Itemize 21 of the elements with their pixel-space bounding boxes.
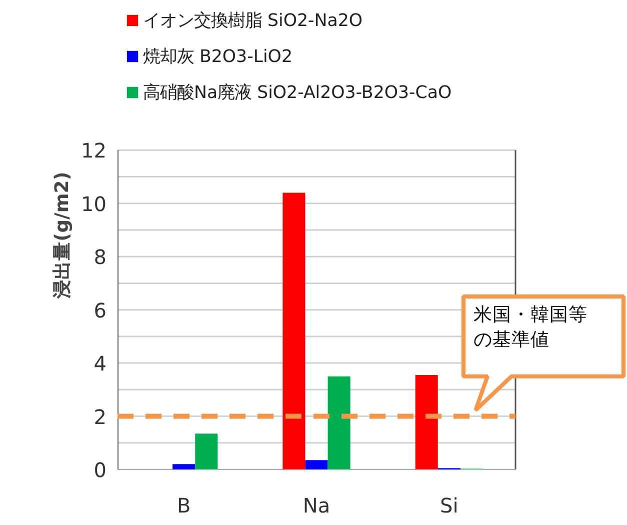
y-tick-label: 10 bbox=[81, 192, 107, 216]
bar bbox=[328, 376, 350, 470]
x-tick-label: Na bbox=[302, 494, 330, 518]
legend-label: 焼却灰 B2O3-LiO2 bbox=[143, 46, 292, 68]
annotation: 米国・韓国等の基準値 bbox=[474, 304, 588, 351]
legend-label: 高硝酸Na廃液 SiO2-Al2O3-B2O3-CaO bbox=[143, 82, 452, 104]
y-tick-label: 2 bbox=[94, 404, 107, 429]
y-axis-title: 浸出量(g/m2) bbox=[51, 172, 74, 300]
bar bbox=[305, 460, 328, 470]
bar bbox=[415, 375, 438, 470]
legend-label: イオン交換樹脂 SiO2-Na2O bbox=[143, 10, 362, 32]
x-tick-label: B bbox=[176, 494, 191, 518]
x-tick-label: Si bbox=[440, 494, 458, 518]
y-tick-label: 6 bbox=[94, 298, 107, 322]
y-tick-label: 12 bbox=[81, 138, 107, 163]
y-tick-label: 8 bbox=[94, 245, 107, 270]
bar bbox=[172, 464, 196, 470]
y-tick-label: 0 bbox=[94, 458, 107, 482]
bar bbox=[195, 434, 218, 470]
y-tick-label: 4 bbox=[94, 352, 107, 376]
bar bbox=[282, 192, 306, 470]
